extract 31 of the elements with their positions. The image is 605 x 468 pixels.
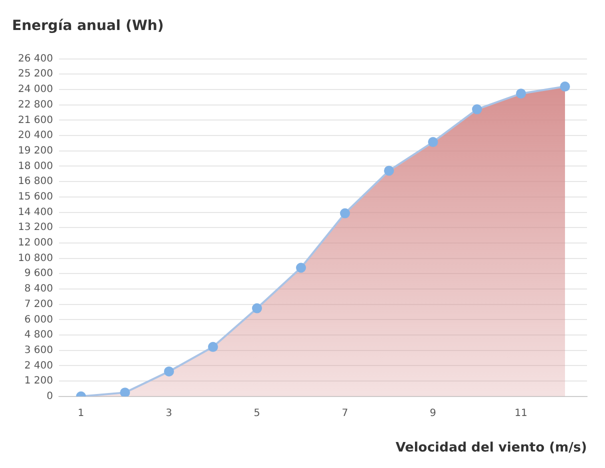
x-tick-label: 7	[342, 408, 348, 419]
y-tick-label: 3 600	[24, 344, 53, 356]
x-tick-label: 9	[430, 408, 436, 419]
y-tick-label: 0	[46, 390, 53, 402]
y-tick-label: 16 800	[18, 176, 53, 188]
y-tick-label: 7 200	[24, 298, 53, 310]
y-tick-label: 4 800	[24, 330, 53, 341]
y-tick-label: 15 600	[18, 192, 53, 203]
y-tick-label: 14 400	[18, 206, 53, 218]
x-tick-label: 11	[514, 408, 528, 419]
y-tick-label: 8 400	[24, 284, 53, 295]
y-tick-label: 10 800	[18, 252, 53, 264]
y-tick-label: 12 000	[18, 238, 53, 249]
y-tick-label: 25 200	[18, 68, 53, 80]
y-tick-label: 26 400	[18, 53, 53, 64]
y-tick-label: 21 600	[18, 114, 53, 126]
chart-title: Energía anual (Wh)	[12, 18, 164, 34]
x-tick-label: 5	[254, 408, 260, 419]
y-tick-label: 18 000	[18, 160, 53, 172]
y-tick-label: 20 400	[18, 130, 53, 142]
y-tick-label: 1 200	[24, 376, 53, 387]
y-tick-label: 19 200	[18, 145, 53, 156]
y-tick-label: 13 200	[18, 222, 53, 234]
y-tick-label: 24 000	[18, 84, 53, 96]
y-tick-label: 22 800	[18, 99, 53, 110]
y-tick-label: 2 400	[24, 360, 53, 372]
x-axis-title: Velocidad del viento (m/s)	[396, 440, 587, 456]
y-tick-label: 9 600	[24, 268, 53, 280]
x-tick-label: 1	[78, 408, 84, 419]
y-tick-label: 6 000	[24, 314, 53, 326]
x-tick-label: 3	[166, 408, 172, 419]
